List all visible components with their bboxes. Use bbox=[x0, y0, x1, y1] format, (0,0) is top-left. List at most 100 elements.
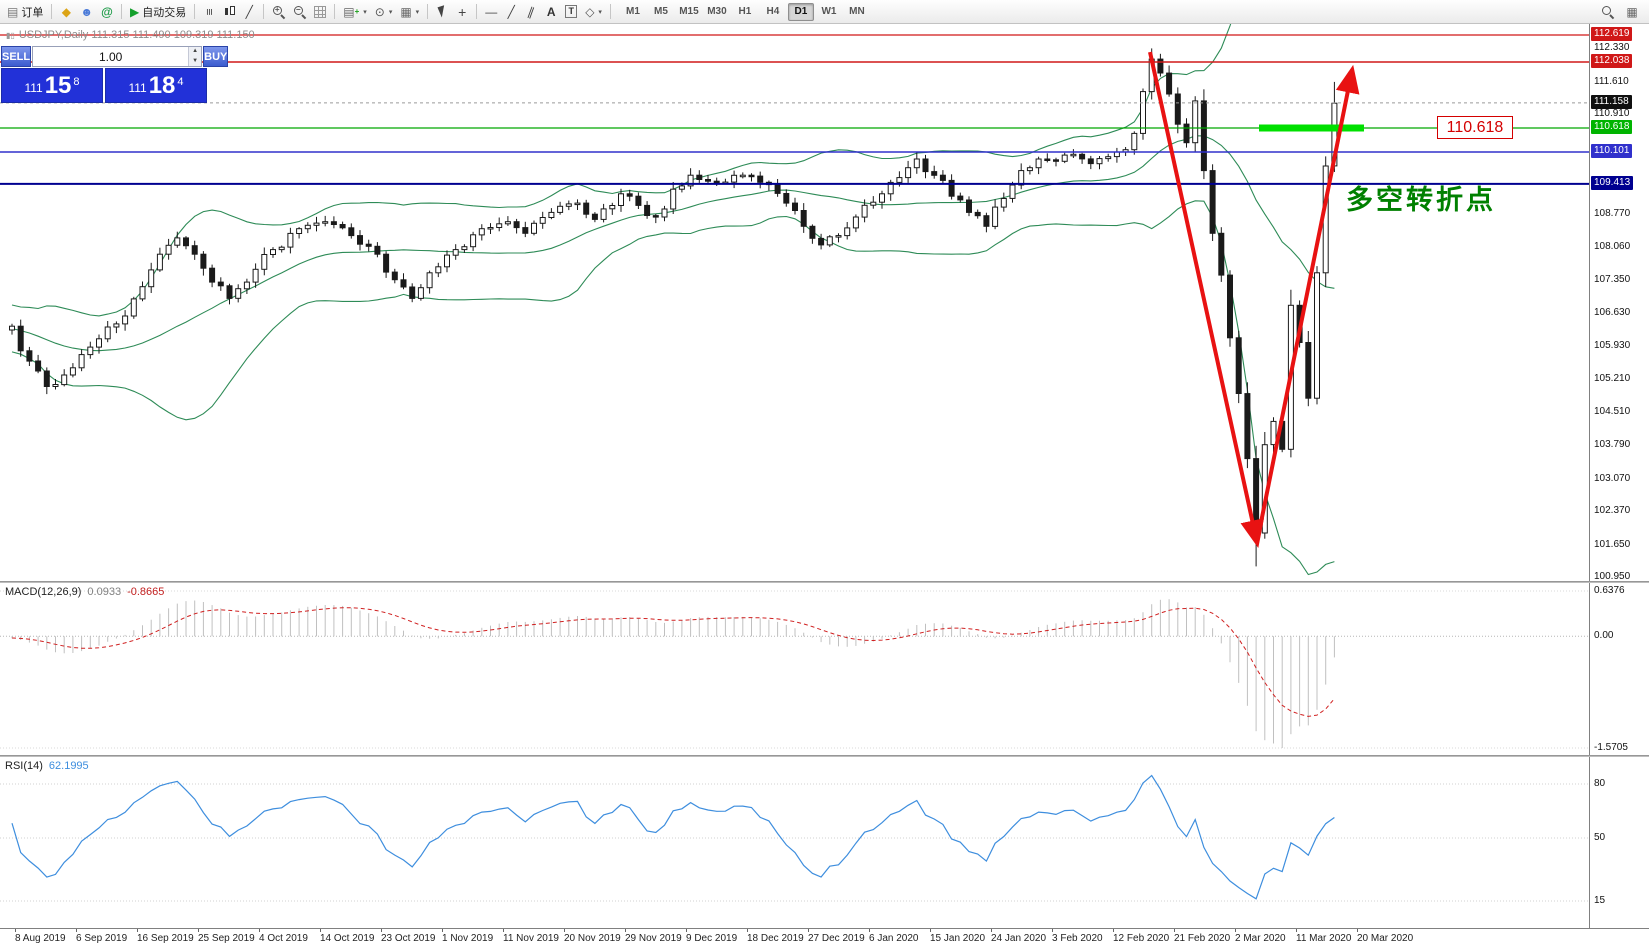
date-label: 16 Sep 2019 bbox=[137, 933, 194, 944]
grid-button[interactable] bbox=[310, 2, 330, 22]
date-label: 23 Oct 2019 bbox=[381, 933, 436, 944]
time-tick bbox=[991, 929, 992, 932]
scale-tick: -1.5705 bbox=[1594, 741, 1628, 753]
community-button[interactable]: @ bbox=[97, 2, 117, 22]
accounts-button[interactable]: ☻ bbox=[76, 2, 97, 22]
macd-plot[interactable]: MACD(12,26,9) 0.0933 -0.8665 bbox=[0, 583, 1589, 755]
zoom-out-icon: − bbox=[293, 5, 306, 18]
macd-svg bbox=[0, 590, 1589, 749]
scale-tick: 80 bbox=[1594, 778, 1606, 789]
label-tool-button[interactable]: T bbox=[561, 2, 581, 22]
bollinger-bands bbox=[11, 24, 1335, 576]
timeframe-m5[interactable]: M5 bbox=[653, 6, 668, 17]
timeframe-d1[interactable]: D1 bbox=[787, 2, 814, 21]
pane-splitter[interactable] bbox=[0, 581, 1649, 583]
main-chart-pane: ▮▯ USDJPY,Daily 111.315 111.490 109.319 … bbox=[0, 24, 1649, 582]
timeframe-h4[interactable]: H4 bbox=[766, 6, 780, 17]
pane-splitter[interactable] bbox=[0, 755, 1649, 757]
price-badge: 110.618 bbox=[1591, 119, 1633, 134]
periods-button[interactable]: ⊙ ▾ bbox=[371, 2, 397, 22]
buy-button[interactable]: BUY bbox=[203, 46, 229, 67]
dropdown-arrow-icon: ▾ bbox=[363, 8, 367, 16]
scale-tick: 15 bbox=[1594, 895, 1606, 906]
price-scale[interactable]: 112.330 111.610 110.910 108.770 108.060 107.3… bbox=[1589, 24, 1649, 582]
ask-price-panel[interactable]: 111 18 4 bbox=[105, 68, 207, 103]
candlestick-chart-button[interactable] bbox=[219, 2, 239, 22]
search-button[interactable] bbox=[1597, 2, 1618, 22]
timeframe-m30[interactable]: M30 bbox=[707, 6, 727, 17]
date-label: 24 Jan 2020 bbox=[991, 933, 1047, 944]
candles bbox=[9, 48, 1338, 567]
chart-windows-button[interactable]: ▦ bbox=[1622, 2, 1642, 22]
date-label: 18 Dec 2019 bbox=[747, 933, 804, 944]
time-tick bbox=[259, 929, 260, 932]
macd-name: MACD(12,26,9) bbox=[5, 586, 82, 598]
time-tick bbox=[625, 929, 626, 932]
toolbar-separator bbox=[427, 4, 429, 19]
symbol-info: ▮▯ USDJPY,Daily 111.315 111.490 109.319 … bbox=[6, 29, 255, 41]
timeframe-mn[interactable]: MN bbox=[849, 6, 865, 17]
date-label: 29 Nov 2019 bbox=[625, 933, 682, 944]
date-label: 2 Mar 2020 bbox=[1235, 933, 1286, 944]
rsi-name: RSI(14) bbox=[5, 760, 43, 772]
macd-scale[interactable]: 0.6376 0.00 -1.5705 bbox=[1589, 583, 1649, 755]
toolbar-separator bbox=[120, 4, 122, 19]
price-badge: 110.101 bbox=[1591, 143, 1633, 158]
ask-big-digits: 18 bbox=[148, 72, 176, 99]
time-tick bbox=[76, 929, 77, 932]
lot-size-input[interactable] bbox=[33, 47, 189, 66]
trendline-tool-button[interactable]: ╱ bbox=[501, 2, 521, 22]
text-tool-button[interactable]: A bbox=[541, 2, 561, 22]
time-tick bbox=[1235, 929, 1236, 932]
shapes-tool-button[interactable]: ◇ ▾ bbox=[581, 2, 606, 22]
main-chart-svg bbox=[0, 24, 1589, 576]
bid-big-digits: 15 bbox=[44, 72, 72, 99]
date-label: 8 Aug 2019 bbox=[15, 933, 66, 944]
sell-button[interactable]: SELL bbox=[1, 46, 32, 67]
zoom-in-button[interactable]: + bbox=[268, 2, 289, 22]
price-badge: 109.413 bbox=[1591, 175, 1634, 190]
bid-price-panel[interactable]: 111 15 8 bbox=[1, 68, 103, 103]
timeframe-h1[interactable]: H1 bbox=[738, 6, 752, 17]
timeframe-m15[interactable]: M15 bbox=[679, 6, 699, 17]
time-tick bbox=[564, 929, 565, 932]
time-axis[interactable]: 8 Aug 2019 6 Sep 2019 16 Sep 2019 25 Sep 20… bbox=[0, 928, 1649, 947]
lot-increase-button[interactable]: ▲ bbox=[189, 47, 202, 57]
rsi-scale[interactable]: 80 50 15 bbox=[1589, 757, 1649, 928]
date-label: 9 Dec 2019 bbox=[686, 933, 738, 944]
toolbar-separator bbox=[334, 4, 336, 19]
zoom-out-button[interactable]: − bbox=[289, 2, 310, 22]
time-tick bbox=[1357, 929, 1358, 932]
crosshair-button[interactable]: + bbox=[452, 2, 472, 22]
line-chart-button[interactable]: ╱ bbox=[239, 2, 259, 22]
autotrading-button[interactable]: ▶ 自动交易 bbox=[126, 2, 190, 22]
date-label: 4 Oct 2019 bbox=[259, 933, 308, 944]
rsi-plot[interactable]: RSI(14) 62.1995 bbox=[0, 757, 1589, 928]
time-tick bbox=[1174, 929, 1175, 932]
lot-decrease-button[interactable]: ▼ bbox=[189, 56, 202, 66]
cursor-arrow-icon bbox=[437, 5, 448, 18]
new-chart-icon: ▤+ bbox=[343, 4, 360, 19]
channel-tool-button[interactable]: ∥ bbox=[521, 2, 541, 22]
bar-chart-button[interactable]: ≡ bbox=[199, 2, 219, 22]
new-chart-button[interactable]: ▤+ ▾ bbox=[339, 2, 371, 22]
scale-tick: 103.790 bbox=[1594, 439, 1631, 451]
scale-tick: 102.370 bbox=[1594, 505, 1631, 517]
dropdown-arrow-icon: ▾ bbox=[598, 8, 602, 16]
new-order-button[interactable]: ▤ 订单 bbox=[3, 2, 47, 22]
rsi-line bbox=[11, 774, 1335, 900]
cursor-button[interactable] bbox=[432, 2, 452, 22]
annotation-text: 多空转折点 bbox=[1346, 185, 1496, 215]
timeframe-m1[interactable]: M1 bbox=[625, 6, 640, 17]
accounts-icon: ☻ bbox=[80, 4, 93, 19]
templates-button[interactable]: ▦ ▾ bbox=[396, 2, 423, 22]
favorites-button[interactable]: ◆ bbox=[56, 2, 76, 22]
hline-tool-button[interactable]: — bbox=[481, 2, 501, 22]
mini-chart-icon: ▮▯ bbox=[6, 30, 15, 40]
date-label: 20 Mar 2020 bbox=[1357, 933, 1414, 944]
macd-label: MACD(12,26,9) 0.0933 -0.8665 bbox=[5, 586, 164, 598]
line-chart-icon: ╱ bbox=[245, 4, 253, 19]
timeframe-w1[interactable]: W1 bbox=[821, 6, 837, 17]
main-chart-plot[interactable]: ▮▯ USDJPY,Daily 111.315 111.490 109.319 … bbox=[0, 24, 1589, 581]
rsi-label: RSI(14) 62.1995 bbox=[5, 760, 89, 772]
